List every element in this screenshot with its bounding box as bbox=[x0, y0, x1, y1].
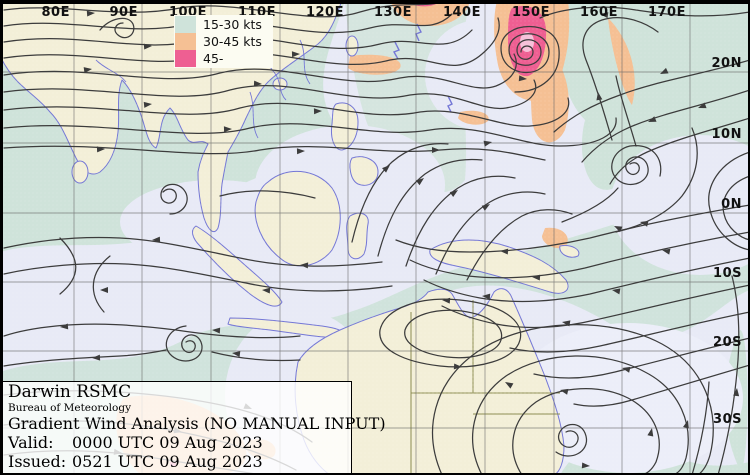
lat-label-10S: 10S bbox=[713, 266, 742, 281]
analysis-title: Gradient Wind Analysis (NO MANUAL INPUT) bbox=[8, 414, 386, 433]
issued-value: 0521 UTC 09 Aug 2023 bbox=[72, 452, 263, 471]
lat-label-20N: 20N bbox=[711, 56, 742, 71]
lat-label-0N: 0N bbox=[721, 197, 742, 212]
lon-label-150E: 150E bbox=[511, 5, 550, 20]
lon-label-160E: 160E bbox=[579, 5, 618, 20]
lon-label-80E: 80E bbox=[41, 5, 70, 20]
frame-left bbox=[0, 0, 3, 475]
valid-label: Valid: bbox=[8, 433, 54, 452]
legend-label: 45- bbox=[203, 51, 224, 66]
legend-swatch bbox=[175, 16, 196, 33]
info-box: Darwin RSMC Bureau of Meteorology Gradie… bbox=[1, 381, 386, 474]
lat-label-30S: 30S bbox=[713, 412, 742, 427]
legend-label: 15-30 kts bbox=[203, 17, 262, 32]
lon-label-120E: 120E bbox=[305, 5, 344, 20]
frame-top bbox=[0, 0, 750, 4]
legend-row: 30-45 kts bbox=[175, 33, 272, 50]
lat-label-10N: 10N bbox=[711, 127, 742, 142]
legend-label: 30-45 kts bbox=[203, 34, 262, 49]
lon-label-140E: 140E bbox=[442, 5, 481, 20]
issued-line: Issued: 0521 UTC 09 Aug 2023 bbox=[8, 452, 345, 471]
legend-swatch bbox=[175, 50, 196, 67]
valid-value: 0000 UTC 09 Aug 2023 bbox=[72, 433, 263, 452]
legend-swatch bbox=[175, 33, 196, 50]
wind-speed-legend: 15-30 kts 30-45 kts 45- bbox=[174, 15, 273, 68]
lon-label-170E: 170E bbox=[647, 5, 686, 20]
legend-row: 15-30 kts bbox=[175, 16, 272, 33]
lat-label-20S: 20S bbox=[713, 335, 742, 350]
frame-right bbox=[748, 0, 750, 475]
frame-bottom bbox=[0, 473, 750, 475]
valid-line: Valid: 0000 UTC 09 Aug 2023 bbox=[8, 433, 345, 452]
issued-label: Issued: bbox=[8, 452, 67, 471]
agency-subtitle: Bureau of Meteorology bbox=[8, 402, 132, 414]
agency-title: Darwin RSMC bbox=[8, 382, 132, 402]
lon-label-90E: 90E bbox=[109, 5, 138, 20]
legend-row: 45- bbox=[175, 50, 272, 67]
lon-label-130E: 130E bbox=[373, 5, 412, 20]
